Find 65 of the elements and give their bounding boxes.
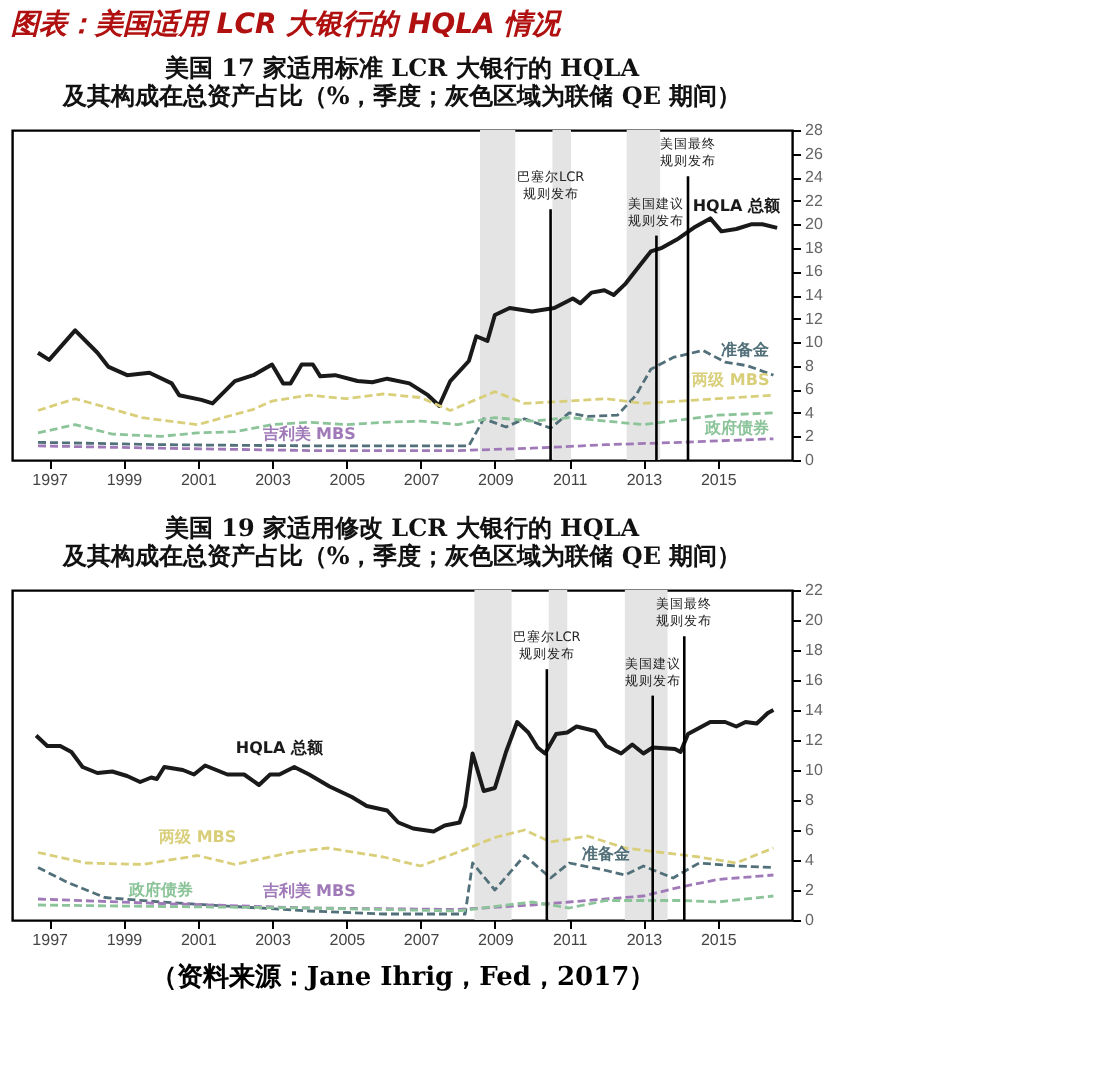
x-tick-label: 2009	[478, 931, 515, 949]
y-tick-label: 0	[805, 911, 815, 929]
y-tick-label: 8	[805, 356, 815, 375]
y-tick-label: 6	[805, 380, 815, 399]
y-tick-label: 16	[805, 671, 824, 689]
series-label: 两级 MBS	[157, 827, 237, 846]
x-tick-label: 2001	[180, 931, 218, 949]
x-tick-label: 2009	[478, 471, 515, 489]
series-label: 两级 MBS	[690, 371, 770, 390]
line-series	[36, 873, 775, 911]
y-tick-label: 6	[805, 821, 815, 839]
y-tick-label: 12	[805, 309, 824, 328]
y-tick-label: 16	[805, 262, 824, 281]
y-tick-label: 10	[805, 761, 824, 779]
y-tick-label: 18	[805, 641, 824, 659]
x-tick-label: 2011	[552, 471, 589, 489]
line-series	[36, 411, 775, 438]
chart-subtitle: 美国 17 家适用标准 LCR 大银行的 HQLA 及其构成在总资产占比（%，季度；灰色区域为联储 QE 期间）	[60, 54, 742, 110]
x-tick-label: 2015	[700, 931, 738, 949]
y-tick-label: 20	[805, 215, 824, 234]
series-label: HQLA 总额	[235, 738, 325, 757]
x-tick-label: 2015	[700, 471, 738, 489]
y-tick-label: 0	[805, 451, 815, 469]
x-tick-label: 2013	[626, 931, 664, 949]
series-label: 吉利美 MBS	[260, 422, 357, 443]
line-series	[36, 828, 775, 868]
x-tick-label: 1999	[106, 471, 144, 489]
x-tick-label: 2003	[255, 931, 292, 949]
x-tick-label: 2003	[255, 471, 292, 489]
y-tick-label: 8	[805, 791, 815, 809]
x-tick-label: 2005	[329, 931, 367, 949]
y-tick-label: 2	[805, 881, 815, 899]
line-series	[36, 216, 780, 408]
series-label: HQLA 总额	[692, 197, 782, 215]
x-tick-label: 2007	[403, 931, 441, 949]
y-tick-label: 22	[805, 581, 824, 599]
x-tick-label: 1999	[106, 931, 144, 949]
x-tick-label: 2001	[180, 471, 218, 489]
y-tick-label: 10	[805, 333, 824, 352]
series-label: 准备金	[721, 341, 772, 360]
x-tick-label: 1997	[32, 931, 70, 949]
y-tick-label: 4	[805, 851, 815, 869]
series-label: 准备金	[582, 844, 633, 863]
y-tick-label: 18	[805, 238, 824, 257]
y-tick-label: 4	[805, 403, 815, 422]
x-tick-label: 2011	[552, 931, 589, 949]
series-label: 政府债券	[126, 878, 195, 899]
y-tick-label: 26	[805, 144, 824, 163]
x-tick-label: 2007	[403, 471, 441, 489]
chart-title: 图表：美国适用 LCR 大银行的 HQLA 情况	[10, 6, 565, 41]
text: （资料来源：Jane Ihrig，Fed，2017）	[150, 963, 656, 993]
y-tick-label: 24	[805, 168, 824, 187]
y-tick-label: 12	[805, 731, 824, 749]
y-tick-label: 2	[805, 427, 815, 446]
series-label: 政府债券	[703, 416, 772, 437]
y-tick-label: 20	[805, 611, 824, 629]
y-tick-label: 14	[805, 286, 824, 304]
chart-title: 美国 19 家适用修改 LCR 大银行的 HQLA 及其构成在总资产占比（%，季度；灰色区域为联储 QE 期间）	[60, 514, 742, 570]
series-label: 吉利美 MBS	[260, 880, 357, 900]
x-tick-label: 2005	[329, 471, 367, 489]
y-tick-label: 14	[805, 701, 824, 719]
x-tick-label: 1997	[32, 471, 70, 489]
y-tick-label: 28	[805, 121, 824, 139]
x-tick-label: 2013	[626, 471, 664, 489]
y-tick-label: 22	[805, 191, 824, 210]
